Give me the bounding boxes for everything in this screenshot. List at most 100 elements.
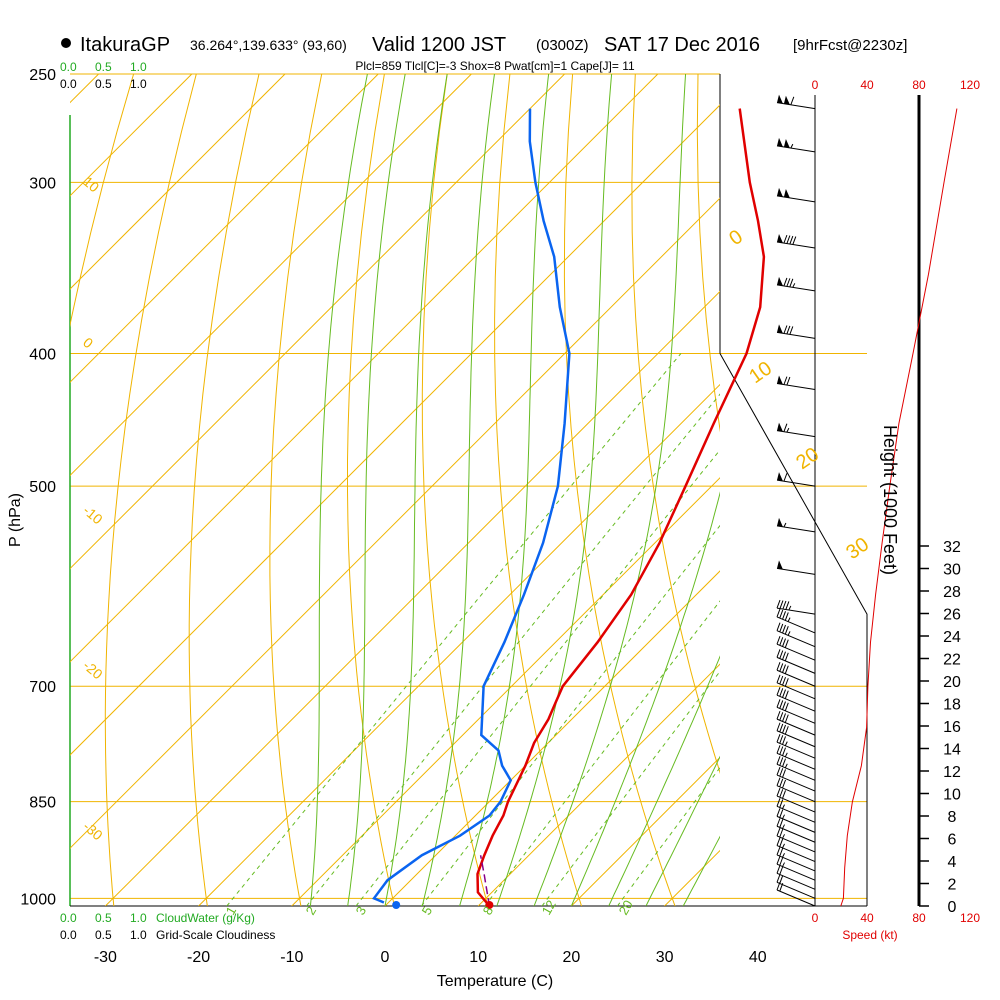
pressure-tick-label: 400: [29, 346, 56, 363]
wind-barb-pennant: [777, 187, 783, 197]
cloudiness-tick-bottom: 0.0: [60, 928, 77, 942]
mixing-ratio-label: 12: [539, 897, 559, 917]
wind-barb-staff: [776, 656, 816, 674]
wind-barb-flag: [779, 819, 784, 828]
wind-barb: [776, 94, 816, 110]
speed-tick-bottom: 40: [860, 911, 874, 925]
x-axis-label: Temperature (C): [437, 973, 553, 990]
cloud-water-label: CloudWater (g/Kg): [156, 911, 255, 925]
wind-barb-flag: [776, 756, 781, 765]
mixing-ratio-label: 20: [616, 897, 636, 917]
pressure-tick-label: 300: [29, 175, 56, 192]
y-axis-label: P (hPa): [7, 493, 24, 547]
mixing-ratio-line: [306, 393, 720, 906]
wind-barb-half-flag: [784, 763, 788, 769]
station-name: ItakuraGP: [80, 34, 170, 56]
wind-barb-flag: [776, 766, 781, 776]
wind-barb-flag: [776, 846, 781, 856]
wind-barb-staff: [776, 643, 816, 661]
wind-barb-flag: [776, 710, 781, 720]
speed-tick-top: 40: [860, 78, 874, 92]
cloudiness-tick-top: 0.5: [95, 77, 112, 91]
wind-barb-flag: [776, 827, 781, 837]
theta-e-label: 20: [792, 443, 823, 474]
temperature-tick-label: 20: [563, 949, 581, 966]
wind-barb-staff: [776, 863, 816, 881]
wind-barb-flag: [779, 688, 784, 697]
wind-barb: [776, 733, 816, 759]
wind-barb-flag: [786, 376, 791, 386]
wind-barb-flag: [776, 699, 781, 708]
wind-barb-flag: [786, 325, 791, 335]
dry-adiabat-line: [696, 74, 720, 433]
wind-barb-flag: [776, 808, 781, 817]
valid-zulu: (0300Z): [536, 37, 589, 54]
wind-barb-half-flag: [786, 427, 790, 433]
dry-adiabat-line: [421, 74, 489, 906]
wind-barb: [776, 608, 816, 634]
wind-barb: [776, 710, 816, 736]
wind-barb-half-flag: [783, 522, 787, 528]
wind-barb: [776, 137, 816, 153]
surface-dewpoint-dot: [392, 901, 401, 909]
wind-barb-flag: [779, 847, 784, 857]
cloudiness-label: Grid-Scale Cloudiness: [156, 928, 275, 942]
height-tick-label: 20: [943, 674, 961, 691]
wind-barb-flag: [779, 735, 784, 744]
wind-barb-half-flag: [782, 824, 785, 829]
cloud-water-tick-bottom: 0.5: [95, 911, 112, 925]
wind-barb: [776, 699, 816, 724]
wind-barb-half-flag: [792, 283, 796, 288]
dry-adiabat-line: [188, 74, 260, 906]
moist-adiabat-line: [533, 74, 687, 906]
wind-barb-flag: [776, 608, 781, 618]
wind-barb-staff: [776, 752, 816, 770]
height-tick-label: 14: [943, 742, 961, 759]
height-tick-label: 4: [948, 854, 957, 871]
wind-barb-flag: [784, 678, 789, 687]
cloudiness-tick-bottom: 0.5: [95, 928, 112, 942]
speed-tick-top: 80: [912, 78, 926, 92]
wind-barb-pennant: [777, 560, 783, 570]
wind-barb-staff: [776, 694, 816, 712]
isotherm-line: [198, 383, 720, 906]
wind-barb-flag: [790, 96, 795, 106]
wind-barb-flag: [776, 636, 781, 645]
temperature-tick-label: -30: [94, 949, 117, 966]
cloudiness-tick-top: 1.0: [130, 77, 147, 91]
height-tick-label: 12: [943, 764, 961, 781]
wind-barb-staff: [776, 669, 816, 687]
wind-barb-staff: [776, 795, 816, 813]
wind-barb-flag: [782, 724, 786, 734]
wind-barb-staff: [776, 763, 816, 781]
wind-barb: [776, 472, 816, 487]
wind-barb-staff: [776, 845, 816, 862]
wind-barb-half-flag: [782, 843, 785, 849]
isotherm-line: [664, 849, 720, 906]
wind-barb-staff: [776, 383, 816, 391]
height-tick-label: 32: [943, 539, 961, 556]
wind-barb-flag: [782, 664, 786, 673]
dry-adiabat-line: [269, 74, 323, 906]
forecast-label: [9hrFcst@2230z]: [793, 37, 907, 54]
wind-barb-flag: [784, 626, 789, 635]
wind-barb-flag: [779, 857, 784, 866]
isotherm-line: [851, 74, 1000, 906]
pressure-tick-label: 500: [29, 479, 56, 496]
wind-barb-pennant: [777, 472, 783, 482]
wind-barb-flag: [776, 674, 781, 684]
wind-barb-flag: [782, 779, 786, 789]
surface-temperature-dot: [485, 901, 494, 909]
cloudiness-tick-bottom: 1.0: [130, 928, 147, 942]
wind-barb-staff: [776, 889, 816, 907]
wind-barb-staff: [776, 479, 816, 487]
wind-barb: [776, 745, 816, 770]
wind-barb-half-flag: [787, 631, 791, 636]
wind-barb-flag: [776, 787, 781, 797]
wind-barb-flag: [779, 768, 784, 777]
wind-barb-flag: [782, 651, 786, 660]
height-tick-label: 16: [943, 719, 961, 736]
wind-barb-flag: [789, 235, 794, 245]
wind-speed-line: [840, 108, 958, 907]
speed-tick-top: 120: [960, 78, 980, 92]
